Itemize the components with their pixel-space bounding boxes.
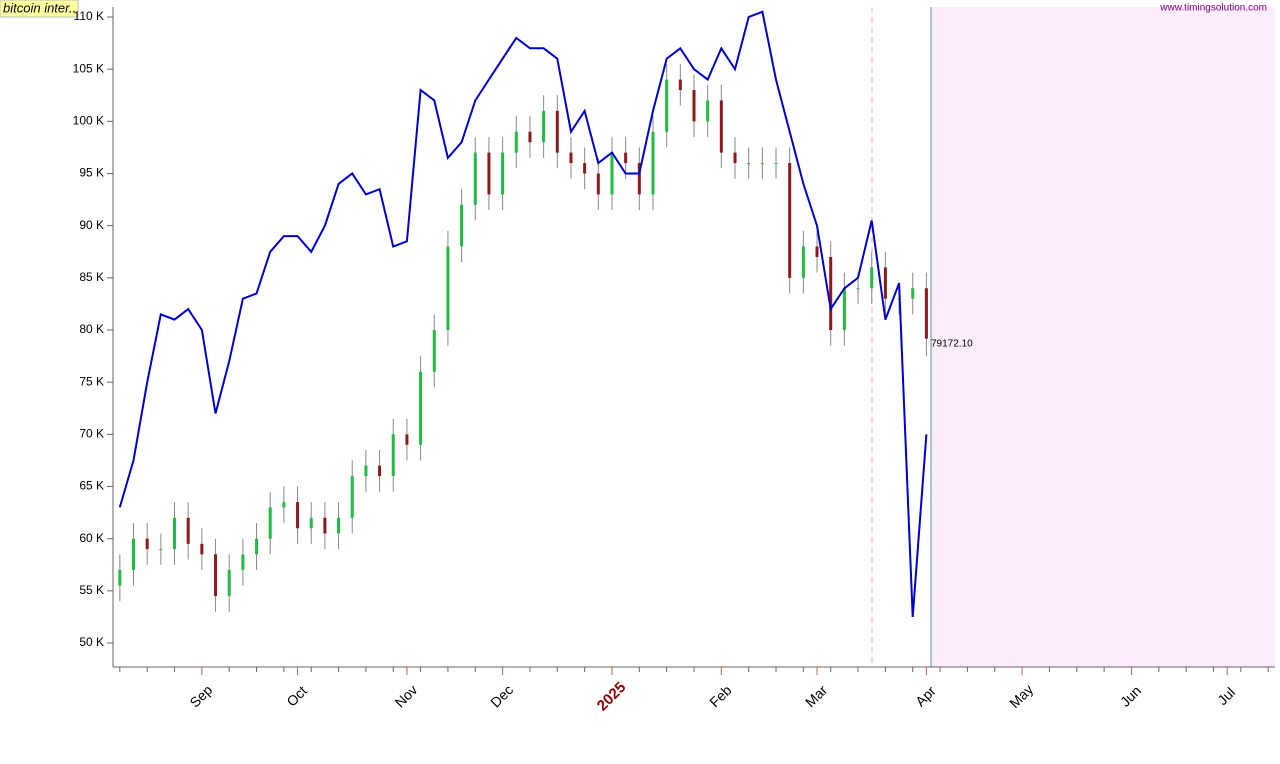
candle-body (391, 434, 395, 477)
candle-body (760, 163, 764, 165)
candle-body (268, 507, 272, 539)
candle-body (309, 517, 313, 529)
chart-title: bitcoin inter.. (3, 0, 76, 15)
y-tick-label: 70 K (79, 427, 104, 441)
candle-body (911, 288, 915, 299)
candle-body (200, 543, 204, 555)
y-tick-label: 55 K (79, 583, 104, 597)
x-tick-label: Oct (283, 683, 310, 710)
candle-body (118, 569, 122, 586)
y-tick-label: 80 K (79, 322, 104, 336)
indicator-line (118, 10, 928, 617)
candle-body (883, 267, 887, 299)
y-tick-label: 105 K (73, 61, 104, 75)
candle-body (282, 502, 286, 508)
candle-body (870, 267, 874, 289)
candle-body (296, 502, 300, 529)
y-tick-label: 95 K (79, 166, 104, 180)
x-tick-label: Dec (487, 682, 516, 711)
candle-body (610, 152, 614, 195)
x-tick-label: Jul (1214, 684, 1238, 708)
y-tick-label: 75 K (79, 374, 104, 388)
candle-body (555, 110, 559, 153)
candle-body (145, 538, 149, 550)
candle-body (542, 110, 546, 143)
candle-body (733, 152, 737, 164)
y-tick-label: 85 K (79, 270, 104, 284)
candle-body (924, 288, 928, 339)
candle-body (665, 79, 669, 132)
candle-body (856, 288, 860, 290)
candle-body (405, 434, 409, 445)
candle-body (747, 163, 751, 165)
x-tick-label: Nov (392, 682, 421, 711)
candle-body (774, 163, 778, 165)
y-tick-label: 110 K (74, 9, 104, 23)
candle-body (364, 465, 368, 477)
source: www.timingsolution.com (1159, 3, 1267, 14)
candle-body (337, 517, 341, 534)
candle-body (255, 538, 259, 555)
candle-body (227, 569, 231, 597)
candle-body (432, 330, 436, 372)
candle-body (719, 100, 723, 153)
candle-body (159, 549, 163, 551)
candle-body (815, 246, 819, 257)
y-tick-label: 60 K (79, 531, 104, 545)
candle-body (596, 173, 600, 195)
x-tick-label: 2025 (594, 679, 630, 715)
candle-body (501, 152, 505, 195)
candle-body (514, 131, 518, 153)
candle-body (173, 517, 177, 550)
candle-body (788, 163, 792, 278)
candle-body (473, 152, 477, 205)
y-tick-label: 50 K (79, 635, 104, 649)
candle-body (624, 152, 628, 164)
candle-body (528, 131, 532, 143)
candle-body (323, 517, 327, 534)
candle-body (706, 100, 710, 122)
candle-body (842, 288, 846, 331)
candle-body (692, 90, 696, 122)
candle-body (419, 371, 423, 445)
candle-body (350, 476, 354, 518)
candle-body (829, 256, 833, 331)
x-tick-label: Sep (186, 681, 215, 710)
candle-body (651, 131, 655, 195)
x-tick-label: Apr (912, 682, 939, 709)
candle-body (801, 246, 805, 278)
candle-body (241, 554, 245, 570)
y-tick-label: 65 K (79, 479, 104, 493)
candle-body (569, 152, 573, 164)
title-box (0, 0, 79, 18)
price-label: 79172.10 (931, 339, 973, 350)
candle-body (637, 163, 641, 195)
candle-body (487, 152, 491, 195)
y-tick-label: 100 K (73, 114, 104, 128)
candle-body (214, 554, 218, 597)
candle-body (583, 163, 587, 174)
x-tick-label: Jun (1117, 682, 1144, 709)
x-tick-label: May (1006, 681, 1036, 711)
candle-body (460, 204, 464, 247)
x-tick-label: Feb (706, 682, 735, 711)
forecast-zone (931, 7, 1275, 667)
candle-body (446, 246, 450, 331)
candle-body (678, 79, 682, 91)
candle-body (378, 465, 382, 477)
candle-body (186, 517, 190, 544)
x-tick-label: Mar (802, 682, 831, 711)
candle-body (132, 538, 136, 570)
y-tick-label: 90 K (79, 218, 104, 232)
